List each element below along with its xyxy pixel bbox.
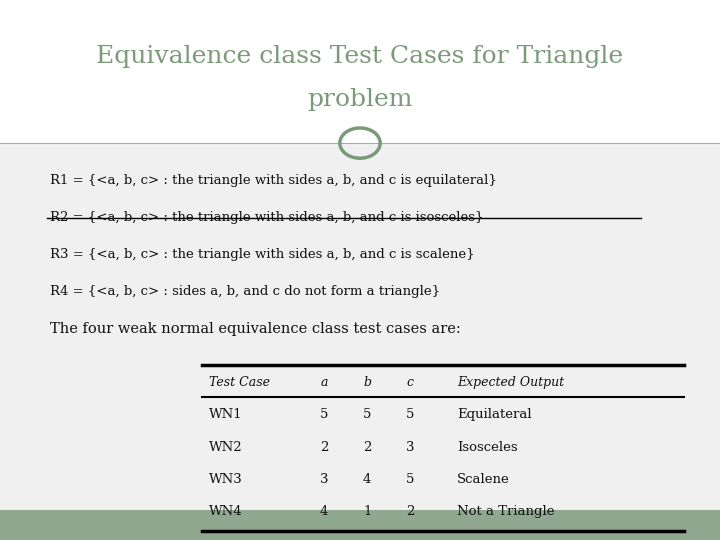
Text: WN1: WN1 [209,408,243,421]
Text: a: a [320,376,328,389]
Text: Not a Triangle: Not a Triangle [457,505,554,518]
Text: 5: 5 [406,473,415,486]
Text: The four weak normal equivalence class test cases are:: The four weak normal equivalence class t… [50,322,461,336]
Text: 1: 1 [363,505,372,518]
Text: 5: 5 [406,408,415,421]
Text: Isosceles: Isosceles [457,441,518,454]
Text: Test Case: Test Case [209,376,270,389]
Text: R1 = {<a, b, c> : the triangle with sides a, b, and c is equilateral}: R1 = {<a, b, c> : the triangle with side… [50,174,498,187]
Text: b: b [363,376,372,389]
Text: 4: 4 [320,505,328,518]
FancyBboxPatch shape [0,0,720,143]
Text: c: c [407,376,414,389]
Text: Equivalence class Test Cases for Triangle: Equivalence class Test Cases for Triangl… [96,45,624,68]
Text: 2: 2 [320,441,328,454]
Text: R4 = {<a, b, c> : sides a, b, and c do not form a triangle}: R4 = {<a, b, c> : sides a, b, and c do n… [50,285,441,298]
Text: WN2: WN2 [209,441,243,454]
Text: 2: 2 [363,441,372,454]
Text: problem: problem [307,89,413,111]
Text: 3: 3 [320,473,328,486]
Text: WN3: WN3 [209,473,243,486]
Text: Equilateral: Equilateral [457,408,532,421]
Text: 5: 5 [363,408,372,421]
Text: 4: 4 [363,473,372,486]
Text: R3 = {<a, b, c> : the triangle with sides a, b, and c is scalene}: R3 = {<a, b, c> : the triangle with side… [50,248,475,261]
FancyBboxPatch shape [0,510,720,540]
Text: 5: 5 [320,408,328,421]
Text: WN4: WN4 [209,505,243,518]
Text: Scalene: Scalene [457,473,510,486]
Text: Expected Output: Expected Output [457,376,564,389]
Text: 3: 3 [406,441,415,454]
Text: R2 = {<a, b, c> : the triangle with sides a, b, and c is isosceles}: R2 = {<a, b, c> : the triangle with side… [50,211,484,224]
Text: 2: 2 [406,505,415,518]
